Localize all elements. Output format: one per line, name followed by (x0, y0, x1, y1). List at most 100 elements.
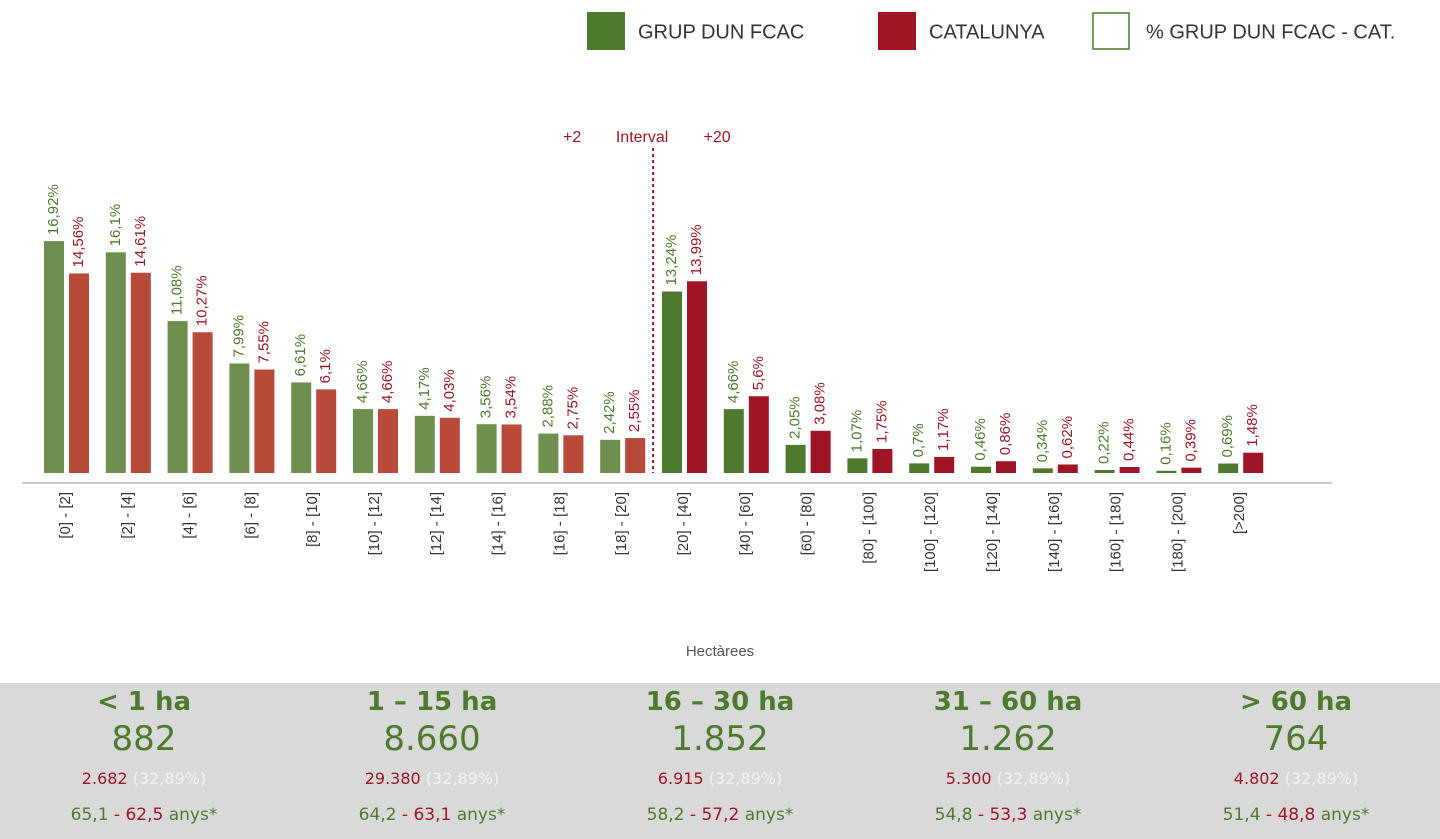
x-tick-label: [40] - [60] (737, 492, 754, 555)
x-tick-label: [0] - [2] (57, 492, 74, 539)
legend-label: % GRUP DUN FCAC - CAT. (1146, 21, 1395, 43)
value-label: 0,62% (1059, 416, 1076, 459)
x-tick-label: [6] - [8] (242, 492, 259, 539)
percentage: (32,89%) (996, 769, 1071, 788)
value-label: 7,99% (230, 315, 247, 358)
catalunya-line: 5.300 (32,89%) (864, 769, 1152, 805)
column-total: 764 (1263, 719, 1329, 759)
bar (378, 409, 398, 473)
column-heading: > 60 ha (1239, 687, 1353, 717)
age-catalunya: 53,3 (989, 805, 1028, 825)
age-unit: anys* (168, 805, 218, 825)
value-label: 5,6% (750, 356, 767, 390)
bar (909, 463, 930, 473)
value-label: 3,56% (478, 376, 495, 419)
bar (192, 332, 213, 473)
value-label: 0,39% (1182, 419, 1199, 462)
bar (600, 439, 621, 473)
column-heading: 31 – 60 ha (933, 687, 1083, 717)
separator: - (401, 805, 409, 825)
value-label: 0,7% (910, 423, 927, 457)
value-label: 16,92% (45, 184, 62, 235)
stats-panel: < 1 ha 882 2.682 (32,89%) 65,1 - 62,5 anys*… (0, 683, 1440, 839)
percentage: (32,89%) (708, 769, 783, 788)
column-total: 8.660 (383, 719, 481, 759)
x-tick-label: [160] - [180] (1108, 492, 1125, 572)
age-group: 65,1 (70, 805, 109, 825)
legend-label: CATALUNYA (929, 21, 1045, 43)
bar (1156, 470, 1177, 473)
interval-label: Interval (616, 129, 668, 146)
separator: - (977, 805, 985, 825)
x-tick-label: [4] - [6] (181, 492, 198, 539)
separator: - (1265, 805, 1273, 825)
bar (1094, 469, 1115, 473)
x-tick-label: [2] - [4] (119, 492, 136, 539)
percentage: (32,89%) (425, 769, 500, 788)
column-heading: 16 – 30 ha (645, 687, 795, 717)
bar (254, 369, 275, 473)
x-tick-label: [18] - [20] (613, 492, 630, 555)
bar (167, 321, 188, 473)
age-line: 51,4 - 48,8 anys* (1152, 805, 1440, 825)
value-label: 14,56% (70, 217, 87, 268)
bar (130, 272, 151, 473)
bar (996, 461, 1016, 473)
value-label: 1,07% (848, 410, 865, 453)
column-heading: 1 – 15 ha (366, 687, 498, 717)
catalunya-total: 4.802 (1233, 769, 1280, 788)
legend-swatch (878, 12, 916, 50)
value-label: 2,05% (787, 396, 804, 439)
x-tick-label: [100] - [120] (922, 492, 939, 572)
age-line: 58,2 - 57,2 anys* (576, 805, 864, 825)
stats-column: 1 – 15 ha 8.660 29.380 (32,89%) 64,2 - 63,1… (288, 683, 576, 839)
value-label: 0,46% (972, 418, 989, 461)
age-line: 64,2 - 63,1 anys* (288, 805, 576, 825)
bar (625, 438, 646, 473)
x-tick-label: [140] - [160] (1046, 492, 1063, 572)
value-label: 0,22% (1096, 421, 1113, 464)
value-label: 7,55% (255, 321, 272, 364)
bar (847, 458, 868, 473)
value-label: 13,24% (663, 235, 680, 286)
legend-swatch (587, 12, 625, 50)
age-catalunya: 63,1 (413, 805, 452, 825)
stats-column: 31 – 60 ha 1.262 5.300 (32,89%) 54,8 - 53,3… (864, 683, 1152, 839)
x-tick-label: [120] - [140] (984, 492, 1001, 572)
catalunya-total: 5.300 (945, 769, 992, 788)
x-tick-label: [80] - [100] (860, 492, 877, 564)
catalunya-line: 29.380 (32,89%) (288, 769, 576, 805)
x-tick-label: [20] - [40] (675, 492, 692, 555)
bar (316, 389, 337, 473)
bar (971, 466, 991, 473)
value-label: 14,61% (132, 216, 149, 267)
stats-column: > 60 ha 764 4.802 (32,89%) 51,4 - 48,8 anys… (1152, 683, 1440, 839)
age-group: 51,4 (1222, 805, 1261, 825)
interval-label: +2 (563, 129, 581, 146)
legend-label: GRUP DUN FCAC (638, 21, 804, 43)
percentage: (32,89%) (132, 769, 207, 788)
x-tick-label: [>200] (1231, 492, 1248, 534)
bar (748, 396, 769, 473)
interval-label: +20 (704, 129, 731, 146)
value-label: 0,34% (1034, 420, 1051, 463)
age-group: 58,2 (646, 805, 685, 825)
bar (229, 363, 250, 473)
age-unit: anys* (1032, 805, 1082, 825)
value-label: 4,03% (441, 369, 458, 412)
value-label: 0,86% (997, 413, 1014, 456)
value-label: 6,61% (292, 334, 309, 377)
bar (662, 291, 682, 473)
value-label: 13,99% (688, 224, 705, 275)
value-label: 1,75% (873, 400, 890, 443)
value-label: 4,66% (354, 361, 371, 404)
value-label: 2,75% (564, 387, 581, 430)
bar (291, 382, 312, 473)
value-label: 11,08% (169, 265, 186, 315)
value-label: 0,44% (1121, 418, 1138, 461)
value-label: 3,54% (503, 376, 520, 419)
bar (687, 281, 707, 473)
stats-column: 16 – 30 ha 1.852 6.915 (32,89%) 58,2 - 57,2… (576, 683, 864, 839)
column-total: 882 (111, 719, 177, 759)
x-tick-label: [60] - [80] (799, 492, 816, 555)
